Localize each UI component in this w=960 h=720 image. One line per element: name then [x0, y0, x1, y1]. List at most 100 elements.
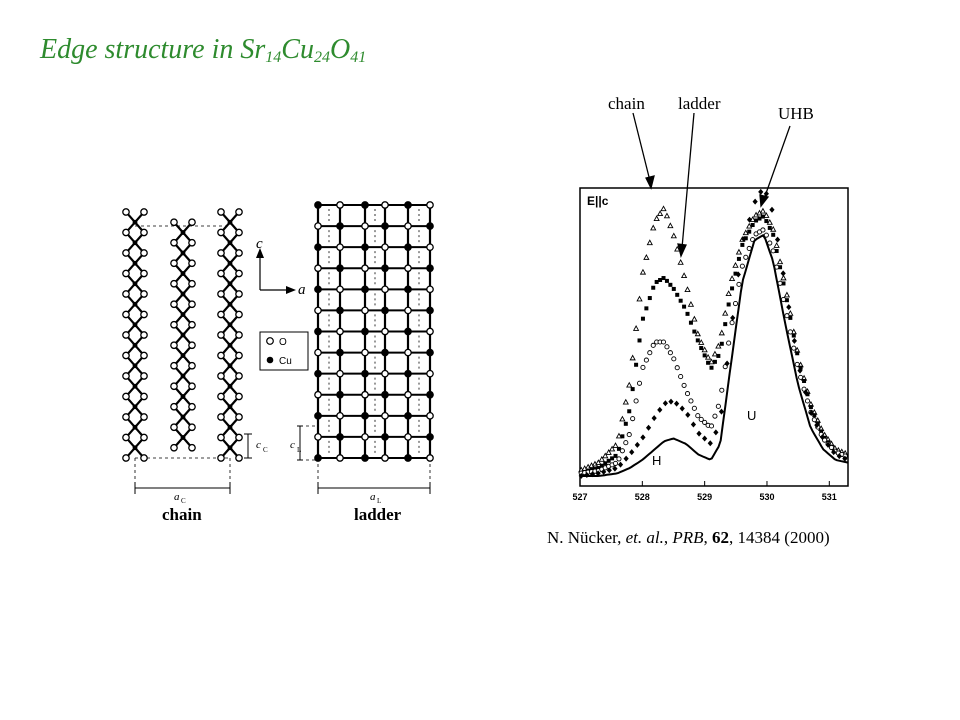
- oxygen-atom: [170, 279, 178, 288]
- axis-a-label: a: [298, 282, 306, 298]
- data-point: [634, 441, 640, 448]
- citation-journal: PRB: [672, 528, 704, 547]
- data-point: [828, 444, 835, 451]
- copper-atom: [180, 312, 186, 317]
- data-point: [656, 210, 664, 217]
- oxygen-atom: [122, 290, 130, 298]
- data-point: [791, 345, 797, 351]
- oxygen-atom: [217, 208, 225, 216]
- data-point: [742, 229, 749, 236]
- citation: N. Nücker, et. al., PRB, 62, 14384 (2000…: [547, 528, 830, 548]
- data-point: [636, 295, 643, 302]
- data-point: [698, 416, 704, 423]
- ladder-annotation: ladder: [678, 94, 721, 113]
- oxygen-atom: [170, 320, 178, 329]
- legend-cu-label: Cu: [279, 356, 292, 367]
- data-point: [728, 275, 736, 282]
- data-point: [752, 198, 758, 205]
- data-point: [780, 274, 787, 281]
- copper-atom: [336, 348, 344, 357]
- data-point: [644, 306, 649, 311]
- data-point: [750, 223, 755, 228]
- oxygen-atom: [188, 238, 196, 247]
- data-point: [620, 434, 625, 439]
- oxygen-atom: [426, 243, 434, 252]
- data-point: [667, 222, 674, 229]
- oxygen-atom: [217, 269, 225, 278]
- copper-atom: [314, 327, 322, 336]
- data-point: [622, 398, 629, 405]
- data-point: [732, 261, 739, 268]
- data-point: [754, 218, 759, 223]
- data-point: [798, 365, 803, 370]
- data-point: [660, 339, 667, 345]
- data-point: [602, 452, 609, 459]
- data-point: [660, 205, 667, 212]
- citation-separator: ,: [703, 528, 713, 547]
- oxygen-atom: [336, 411, 344, 420]
- copper-atom: [227, 301, 233, 307]
- data-point: [719, 387, 725, 393]
- data-point: [684, 286, 691, 292]
- data-point: [704, 353, 712, 360]
- data-point: [685, 311, 690, 316]
- data-point: [802, 378, 807, 383]
- oxygen-atom: [426, 201, 434, 209]
- data-point: [718, 408, 725, 415]
- spectrum-line: [580, 233, 849, 477]
- chain-annotation: chain: [608, 94, 645, 113]
- oxygen-atom: [404, 433, 412, 441]
- oxygen-atom: [140, 331, 148, 339]
- data-point: [675, 292, 680, 297]
- oxygen-atom: [426, 454, 434, 462]
- data-point: [681, 382, 687, 388]
- oxygen-atom: [404, 222, 412, 230]
- data-point: [725, 290, 732, 297]
- data-point: [650, 342, 656, 348]
- oxygen-atom: [170, 218, 178, 227]
- data-point: [736, 281, 742, 287]
- data-point: [770, 248, 776, 254]
- copper-atom: [132, 219, 138, 225]
- oxygen-atom: [217, 372, 225, 380]
- copper-atom: [132, 404, 138, 410]
- data-point: [726, 302, 731, 307]
- data-point: [811, 417, 817, 423]
- data-point: [771, 232, 776, 237]
- data-point: [678, 374, 684, 380]
- oxygen-atom: [140, 249, 148, 257]
- data-point: [637, 338, 642, 343]
- oxygen-atom: [336, 454, 344, 462]
- data-point: [610, 456, 615, 461]
- oxygen-atom: [336, 243, 344, 252]
- copper-atom: [381, 264, 389, 273]
- data-point: [682, 304, 687, 309]
- data-point: [634, 362, 639, 367]
- oxygen-atom: [188, 320, 196, 329]
- data-point: [699, 346, 704, 351]
- data-point: [654, 279, 659, 284]
- data-point: [767, 240, 773, 246]
- copper-atom: [180, 435, 186, 440]
- spectrum-chart: E||c 527 528 529 530 531 U H: [572, 187, 849, 502]
- oxygen-atom: [140, 208, 148, 216]
- data-point: [764, 219, 769, 224]
- oxygen-atom: [381, 243, 389, 252]
- copper-atom: [180, 332, 186, 338]
- copper-atom: [404, 411, 412, 420]
- oxygen-atom: [122, 413, 130, 421]
- copper-atom: [361, 411, 369, 420]
- data-point: [739, 263, 745, 269]
- oxygen-atom: [235, 290, 243, 298]
- copper-atom: [404, 327, 412, 336]
- data-point: [831, 449, 837, 456]
- oxygen-atom: [235, 249, 243, 257]
- data-point: [612, 460, 619, 466]
- data-point: [639, 268, 647, 275]
- data-point: [613, 453, 618, 458]
- oxygen-atom: [140, 413, 148, 421]
- copper-atom: [404, 285, 412, 294]
- data-point: [786, 304, 792, 311]
- citation-separator: ,: [663, 528, 673, 547]
- data-point: [598, 455, 605, 462]
